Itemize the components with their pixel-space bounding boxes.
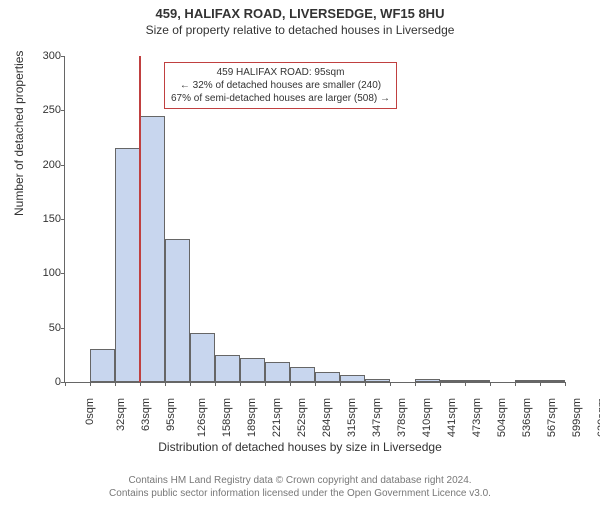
histogram-bar: [340, 375, 365, 382]
x-tick-mark: [440, 382, 441, 386]
x-tick-label: 567sqm: [546, 398, 558, 437]
x-tick-label: 599sqm: [571, 398, 583, 437]
histogram-bar: [115, 148, 140, 382]
footer-line-2: Contains public sector information licen…: [0, 487, 600, 500]
x-tick-mark: [90, 382, 91, 386]
x-tick-mark: [240, 382, 241, 386]
x-tick-mark: [115, 382, 116, 386]
x-tick-mark: [290, 382, 291, 386]
y-tick-label: 250: [21, 104, 61, 116]
y-tick-mark: [61, 56, 65, 57]
histogram-bar: [140, 116, 165, 382]
x-tick-mark: [390, 382, 391, 386]
histogram-bar: [415, 379, 440, 382]
y-tick-label: 200: [21, 159, 61, 171]
x-tick-label: 410sqm: [421, 398, 433, 437]
y-tick-label: 50: [21, 322, 61, 334]
footer-attribution: Contains HM Land Registry data © Crown c…: [0, 474, 600, 500]
histogram-bar: [265, 362, 290, 382]
chart-title: 459, HALIFAX ROAD, LIVERSEDGE, WF15 8HU: [0, 6, 600, 21]
histogram-bar: [365, 379, 390, 382]
histogram-bar: [540, 380, 565, 382]
x-tick-mark: [465, 382, 466, 386]
y-tick-mark: [61, 328, 65, 329]
x-tick-label: 630sqm: [596, 398, 600, 437]
y-tick-label: 0: [21, 376, 61, 388]
x-tick-label: 126sqm: [196, 398, 208, 437]
annotation-line-2: ← 32% of detached houses are smaller (24…: [171, 79, 390, 92]
x-tick-mark: [265, 382, 266, 386]
y-tick-label: 150: [21, 213, 61, 225]
x-axis-label: Distribution of detached houses by size …: [0, 440, 600, 454]
x-tick-mark: [540, 382, 541, 386]
histogram-bar: [290, 367, 315, 382]
histogram-bar: [190, 333, 215, 382]
x-tick-label: 441sqm: [446, 398, 458, 437]
chart-subtitle: Size of property relative to detached ho…: [0, 23, 600, 37]
x-tick-label: 536sqm: [521, 398, 533, 437]
x-tick-mark: [515, 382, 516, 386]
chart-area: 0501001502002503000sqm32sqm63sqm95sqm126…: [64, 56, 564, 382]
annotation-line-1: 459 HALIFAX ROAD: 95sqm: [171, 66, 390, 79]
histogram-bar: [90, 349, 115, 382]
histogram-bar: [440, 380, 465, 382]
histogram-bar: [465, 380, 490, 382]
y-axis-label: Number of detached properties: [12, 51, 26, 216]
histogram-bar: [215, 355, 240, 382]
histogram-bar: [240, 358, 265, 382]
x-tick-mark: [340, 382, 341, 386]
x-tick-label: 315sqm: [346, 398, 358, 437]
x-tick-mark: [565, 382, 566, 386]
x-tick-label: 95sqm: [165, 398, 177, 431]
x-tick-label: 378sqm: [396, 398, 408, 437]
annotation-box: 459 HALIFAX ROAD: 95sqm ← 32% of detache…: [164, 62, 397, 109]
x-tick-mark: [365, 382, 366, 386]
y-tick-label: 300: [21, 50, 61, 62]
y-tick-mark: [61, 273, 65, 274]
histogram-bar: [165, 239, 190, 382]
x-tick-label: 347sqm: [371, 398, 383, 437]
x-tick-label: 189sqm: [246, 398, 258, 437]
y-tick-mark: [61, 219, 65, 220]
x-tick-mark: [315, 382, 316, 386]
x-tick-mark: [65, 382, 66, 386]
annotation-line-3: 67% of semi-detached houses are larger (…: [171, 92, 390, 105]
x-tick-label: 504sqm: [496, 398, 508, 437]
x-tick-mark: [165, 382, 166, 386]
x-tick-mark: [490, 382, 491, 386]
reference-line: [139, 56, 141, 382]
footer-line-1: Contains HM Land Registry data © Crown c…: [0, 474, 600, 487]
x-tick-label: 32sqm: [115, 398, 127, 431]
x-tick-mark: [215, 382, 216, 386]
histogram-bar: [315, 372, 340, 382]
x-tick-mark: [140, 382, 141, 386]
y-tick-mark: [61, 110, 65, 111]
x-tick-label: 158sqm: [221, 398, 233, 437]
x-tick-mark: [190, 382, 191, 386]
x-tick-label: 0sqm: [84, 398, 96, 425]
x-tick-label: 473sqm: [471, 398, 483, 437]
y-tick-mark: [61, 165, 65, 166]
x-tick-mark: [415, 382, 416, 386]
y-tick-label: 100: [21, 267, 61, 279]
x-tick-label: 221sqm: [271, 398, 283, 437]
x-tick-label: 252sqm: [296, 398, 308, 437]
histogram-bar: [515, 380, 540, 382]
x-tick-label: 284sqm: [321, 398, 333, 437]
x-tick-label: 63sqm: [140, 398, 152, 431]
